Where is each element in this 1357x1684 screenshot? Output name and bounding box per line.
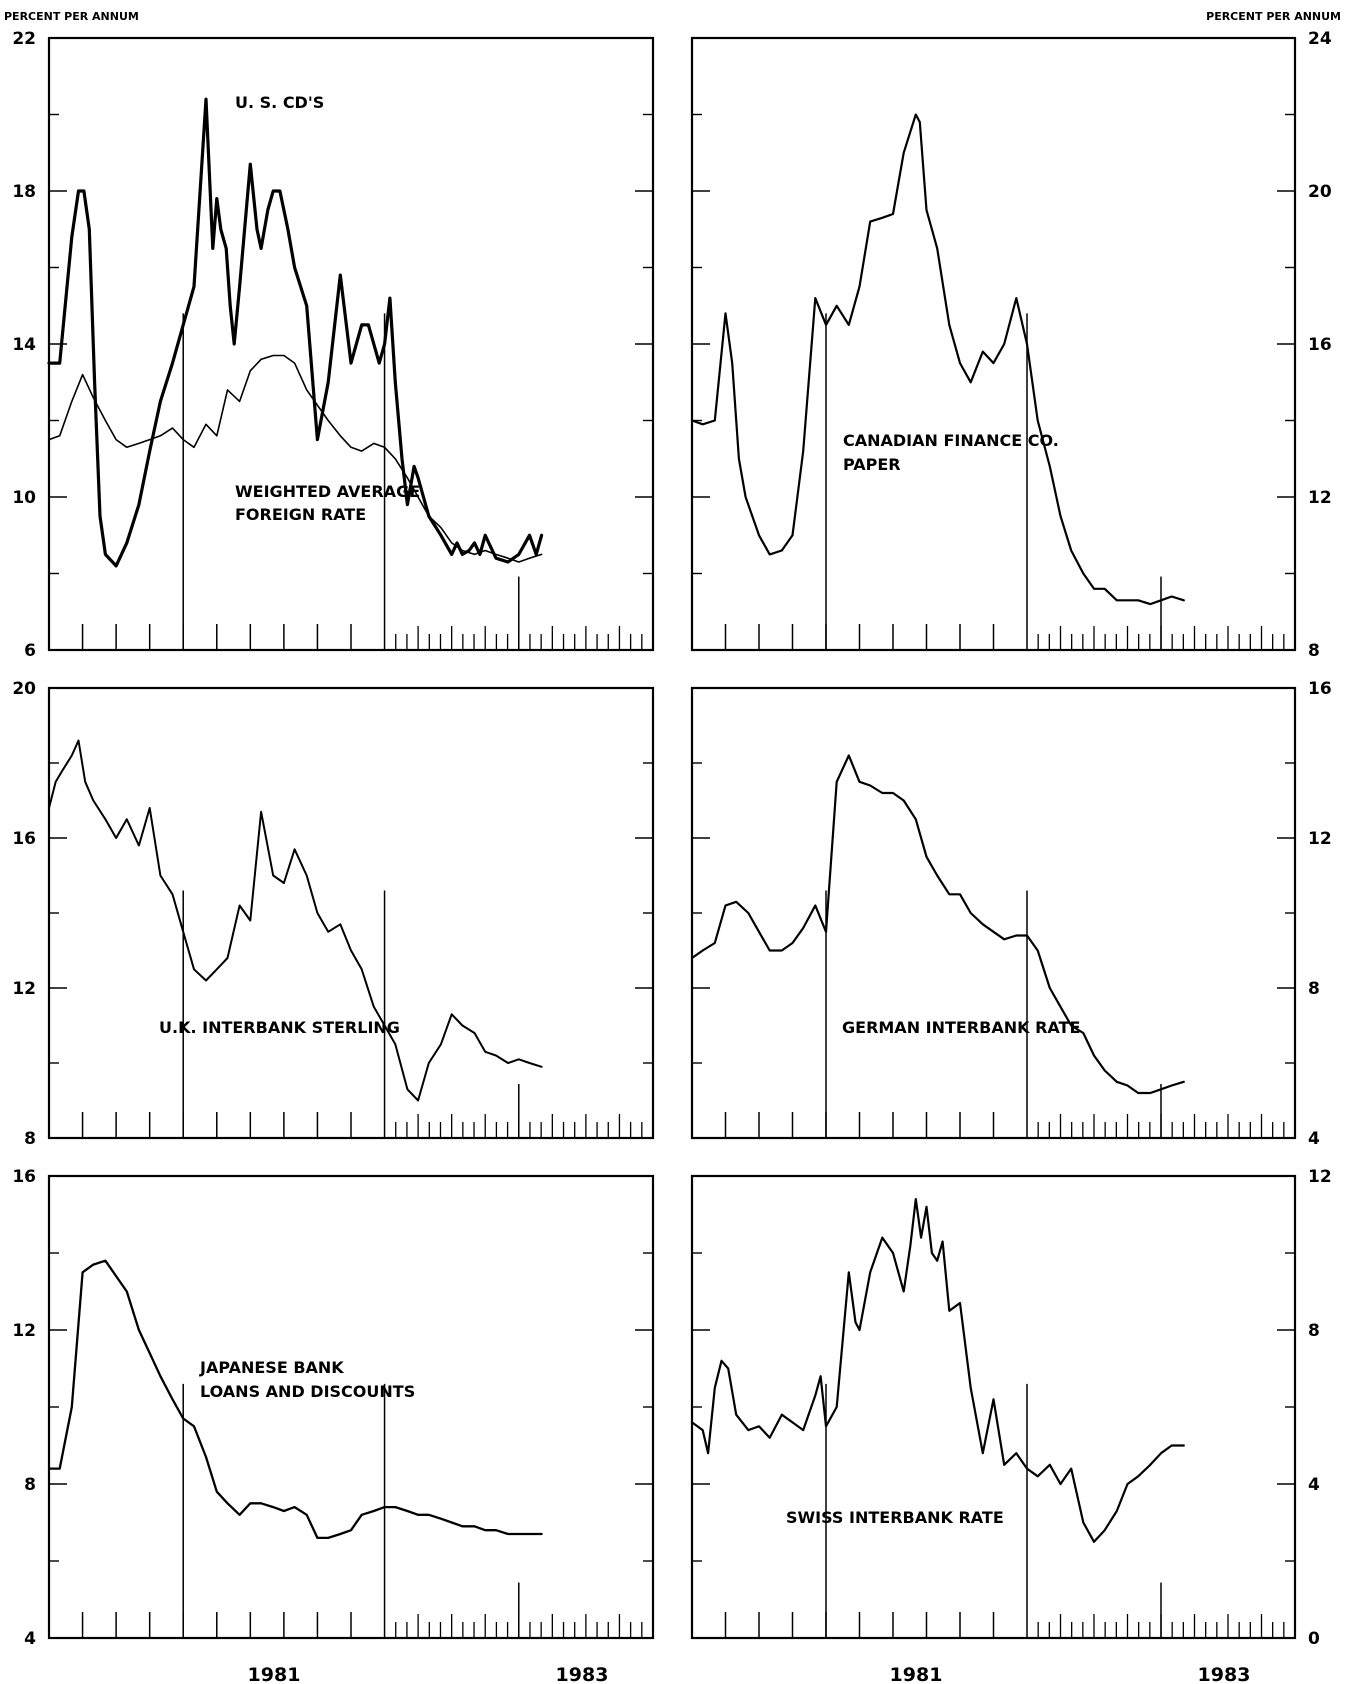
y-tick-label: 12 xyxy=(12,979,36,999)
series-annotation: WEIGHTED AVERAGE xyxy=(235,482,420,501)
chart-panel-uk-interbank-sterling: 8 12 16 20 U.K. INTERBANK STERLING xyxy=(12,679,655,1149)
x-year-label-1983-right: 1983 xyxy=(1198,1664,1251,1684)
chart-panel-swiss-interbank-rate: 0 4 8 12 SWISS INTERBANK RATE xyxy=(690,1167,1332,1649)
y-tick-label: 12 xyxy=(12,1321,36,1341)
series-line-canadian-finance-paper xyxy=(690,113,1185,606)
plot-frame xyxy=(47,686,655,1140)
y-tick-label: 18 xyxy=(12,182,36,202)
y-tick-label: 8 xyxy=(24,1475,36,1495)
series-annotation: PAPER xyxy=(843,455,901,474)
y-tick-label: 20 xyxy=(1308,182,1332,202)
y-tick-label: 16 xyxy=(12,829,36,849)
y-tick-label: 8 xyxy=(1308,1321,1320,1341)
y-tick-label: 4 xyxy=(1308,1129,1320,1149)
series-annotation: JAPANESE BANK xyxy=(199,1358,344,1377)
series-annotation: SWISS INTERBANK RATE xyxy=(786,1508,1004,1527)
series-line-german-interbank-rate xyxy=(690,754,1185,1095)
y-tick-label: 10 xyxy=(12,488,36,508)
y-tick-label: 14 xyxy=(12,335,36,355)
y-tick-label: 16 xyxy=(1308,335,1332,355)
y-tick-label: 22 xyxy=(12,29,36,49)
y-tick-label: 16 xyxy=(12,1167,36,1187)
y-tick-label: 0 xyxy=(1308,1629,1320,1649)
series-annotation: U.K. INTERBANK STERLING xyxy=(159,1018,400,1037)
plot-frame xyxy=(690,1174,1297,1640)
chart-panel-us-cds: 6 10 14 18 22 U. S. CD'S WEIGHTED AVERAGE FOREI… xyxy=(12,29,655,661)
y-tick-label: 4 xyxy=(1308,1475,1320,1495)
chart-panel-german-interbank-rate: 4 8 12 16 GERMAN INTERBANK RATE xyxy=(690,679,1332,1149)
y-tick-label: 6 xyxy=(24,641,36,661)
series-line-weighted-average-foreign-rate xyxy=(48,354,543,563)
chart-panel-japanese-bank-loans: 4 8 12 16 JAPANESE BANK LOANS AND DISCOUNTS xyxy=(12,1167,655,1649)
y-tick-label: 4 xyxy=(24,1629,36,1649)
series-line-swiss-interbank-rate xyxy=(690,1198,1185,1543)
plot-frame xyxy=(47,1174,655,1640)
plot-frame xyxy=(690,686,1297,1140)
plot-frame xyxy=(47,36,655,652)
series-annotation: CANADIAN FINANCE CO. xyxy=(843,431,1059,450)
y-tick-label: 16 xyxy=(1308,679,1332,699)
y-tick-label: 20 xyxy=(12,679,36,699)
series-line-japanese-bank-loans xyxy=(47,1259,543,1540)
x-year-label-1981-right: 1981 xyxy=(890,1664,943,1684)
y-tick-label: 8 xyxy=(1308,641,1320,661)
y-unit-label-left: PERCENT PER ANNUM xyxy=(4,10,139,23)
x-year-label-1983-left: 1983 xyxy=(556,1664,609,1684)
y-tick-label: 8 xyxy=(1308,979,1320,999)
y-tick-label: 24 xyxy=(1308,29,1332,49)
y-unit-label-right: PERCENT PER ANNUM xyxy=(1206,10,1341,23)
y-tick-label: 12 xyxy=(1308,829,1332,849)
series-annotation: U. S. CD'S xyxy=(235,93,324,112)
y-tick-label: 8 xyxy=(24,1129,36,1149)
plot-frame xyxy=(690,36,1297,652)
chart-panel-canadian-finance-paper: 8 12 16 20 24 CANADIAN FINANCE CO. PAPER xyxy=(690,29,1332,661)
x-year-label-1981-left: 1981 xyxy=(248,1664,301,1684)
y-tick-label: 12 xyxy=(1308,1167,1332,1187)
series-annotation: GERMAN INTERBANK RATE xyxy=(842,1018,1080,1037)
y-tick-label: 12 xyxy=(1308,488,1332,508)
series-line-uk-interbank-sterling xyxy=(48,739,543,1102)
series-annotation: LOANS AND DISCOUNTS xyxy=(200,1382,415,1401)
series-annotation: FOREIGN RATE xyxy=(235,505,366,524)
